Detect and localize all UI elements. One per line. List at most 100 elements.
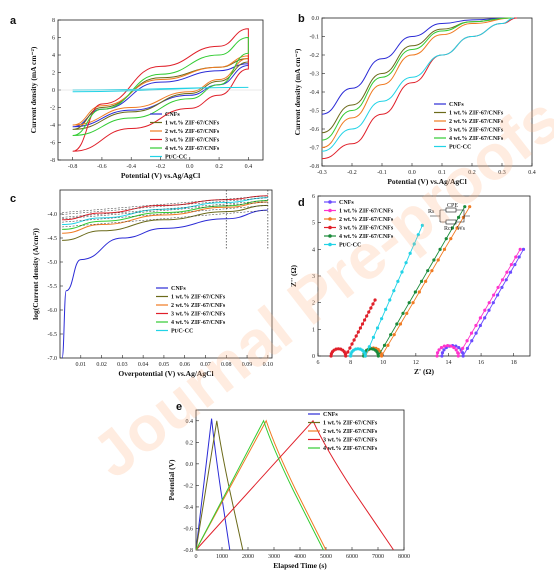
nyquist-point — [436, 258, 440, 262]
x-tick-label: 0.10 — [263, 362, 274, 368]
nyquist-point — [440, 351, 445, 355]
x-tick-label: 0.4 — [245, 164, 253, 170]
x-axis-label: Z' (Ω) — [414, 367, 434, 376]
tafel-fit — [62, 205, 268, 223]
nyquist-point — [388, 298, 392, 302]
nyquist-point — [352, 338, 356, 342]
panel-label: b — [298, 13, 305, 25]
cv-loop — [72, 36, 249, 136]
x-tick-label: 3000 — [268, 554, 280, 560]
gcd-curve — [195, 419, 324, 551]
x-tick-label: 12 — [413, 360, 419, 366]
nyquist-point — [344, 354, 348, 358]
nyquist-point — [417, 290, 421, 294]
y-tick-label: -6.5 — [48, 332, 58, 338]
legend-entry: CNFs — [449, 102, 464, 108]
nyquist-point — [514, 255, 518, 259]
y-tick-label: 0 — [52, 88, 55, 94]
nyquist-point — [382, 343, 387, 347]
y-tick-label: -0.8 — [310, 164, 320, 170]
panel-label: d — [298, 197, 305, 209]
x-tick-label: 5000 — [320, 554, 332, 560]
series-line — [62, 201, 268, 234]
y-tick-label: 3 — [312, 274, 315, 280]
nyquist-point — [517, 255, 521, 259]
nyquist-point — [442, 344, 446, 348]
legend-marker — [328, 242, 332, 247]
y-tick-label: -2 — [50, 106, 55, 112]
series-line — [62, 204, 268, 241]
x-tick-label: -0.6 — [97, 164, 107, 170]
nyquist-point — [407, 301, 411, 305]
x-tick-label: 0.05 — [159, 362, 170, 368]
x-tick-label: 0.3 — [498, 170, 506, 176]
nyquist-point — [432, 258, 436, 262]
nyquist-point — [454, 348, 458, 352]
nyquist-point — [367, 310, 371, 314]
y-tick-label: -4.5 — [48, 236, 58, 242]
legend-entry: 1 wt.% ZIF-67/CNFs — [171, 295, 226, 301]
circuit-label: Ws — [457, 226, 466, 232]
nyquist-point — [461, 346, 465, 350]
x-tick-label: 8000 — [398, 554, 410, 560]
x-tick-label: 0.04 — [138, 362, 149, 368]
y-tick-label: -0.4 — [184, 505, 194, 511]
circuit-diagram: CPE Rs Rct Ws — [428, 203, 470, 232]
y-tick-label: -6 — [50, 141, 55, 147]
x-tick-label: -0.1 — [377, 170, 387, 176]
x-tick-label: 18 — [511, 360, 517, 366]
x-tick-label: 0.03 — [117, 362, 128, 368]
nyquist-point — [491, 301, 495, 305]
y-tick-label: -0.8 — [184, 548, 194, 554]
panel-label: e — [176, 401, 182, 413]
tafel-fit — [62, 209, 268, 228]
x-tick-label: 0.2 — [468, 170, 476, 176]
cpe-element — [445, 207, 457, 213]
nyquist-point — [426, 269, 430, 273]
nyquist-point — [384, 307, 388, 311]
y-tick-label: -0.7 — [310, 146, 320, 152]
y-axis-label: Z'' (Ω) — [289, 264, 298, 287]
y-tick-label: -0.2 — [184, 483, 194, 489]
legend-entry: 4 wt.% ZIF-67/CNFs — [449, 136, 504, 142]
legend-entry: 2 wt.% ZIF-67/CNFs — [339, 217, 394, 223]
nyquist-point — [478, 316, 482, 320]
legend-entry: 3 wt.% ZIF-67/CNFs — [171, 312, 226, 318]
nyquist-point — [380, 317, 384, 321]
panel-b: b -0.3 -0.2 -0.1 0.0 0.1 0.2 0.3 0.4 0.0 -0.1 -0.2 -… — [293, 13, 536, 186]
nyquist-line — [436, 249, 521, 358]
x-tick-label: 1000 — [216, 554, 228, 560]
x-tick-label: 0.2 — [215, 164, 223, 170]
y-tick-label: -5.0 — [48, 260, 58, 266]
nyquist-point — [449, 237, 453, 241]
x-tick-label: -0.8 — [68, 164, 78, 170]
nyquist-point — [365, 314, 369, 318]
series-line — [62, 200, 268, 230]
legend-entry: 2 wt.% ZIF-67/CNFs — [449, 119, 504, 125]
nyquist-point — [375, 326, 380, 330]
nyquist-point — [509, 262, 513, 267]
tafel-fit — [62, 201, 268, 220]
nyquist-point — [496, 293, 500, 297]
nyquist-point — [504, 278, 508, 282]
gcd-curve — [195, 420, 244, 551]
nyquist-point — [360, 322, 365, 326]
nyquist-point — [371, 302, 375, 306]
tafel-fit — [62, 197, 268, 215]
x-tick-label: -0.3 — [317, 170, 327, 176]
nyquist-point — [450, 226, 455, 230]
series-line — [321, 17, 515, 148]
nyquist-point — [346, 350, 350, 354]
legend-entry: 2 wt.% ZIF-67/CNFs — [171, 303, 226, 309]
y-tick-label: -0.3 — [310, 72, 320, 78]
nyquist-point — [430, 269, 434, 273]
y-tick-label: -7.0 — [48, 356, 58, 362]
legend: CNFs 1 wt.% ZIF-67/CNFs 2 wt.% ZIF-67/CNFs… — [434, 102, 504, 151]
y-axis-label: Potential (V) — [167, 459, 176, 501]
nyquist-point — [362, 318, 367, 322]
legend-entry: 4 wt.% ZIF-67/CNFs — [165, 146, 220, 152]
nyquist-point — [419, 279, 424, 283]
nyquist-point — [456, 215, 461, 219]
x-tick-label: 0.0 — [186, 164, 194, 170]
